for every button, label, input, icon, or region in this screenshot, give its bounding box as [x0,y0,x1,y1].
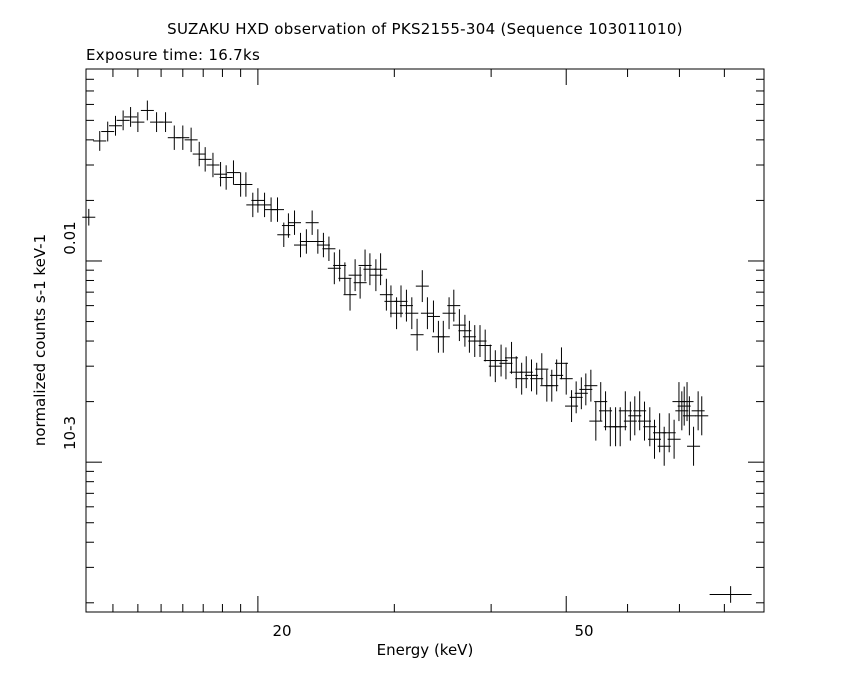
data-point [184,127,198,153]
data-point [93,131,107,151]
data-point [192,141,206,167]
data-point [288,210,302,235]
data-point [559,362,573,395]
data-point [305,210,319,235]
data-point [691,391,705,431]
data-point [124,107,138,127]
data-point [333,249,347,282]
data-point [680,382,694,422]
data-point [251,188,265,213]
data-point [353,266,367,299]
data-point [633,391,647,431]
data-point [159,112,173,133]
data-point [584,369,598,402]
data-point [447,289,461,322]
data-point [452,309,466,342]
data-point [410,318,424,351]
x-tick-label-20: 20 [272,622,291,640]
data-point [488,350,502,383]
data-points [82,100,752,603]
data-point [662,413,676,453]
x-axis-label: Energy (keV) [377,641,474,659]
y-axis-label: normalized counts s-1 keV-1 [31,234,49,446]
data-point [219,165,233,190]
data-point [348,259,362,292]
data-point [374,253,388,286]
data-point [415,270,429,303]
data-point [399,289,413,322]
data-point [116,110,130,131]
data-point [569,381,583,414]
data-point [140,100,154,121]
y-tick-label-1e-3: 10-3 [61,416,79,450]
data-point [519,356,533,389]
data-point [226,160,240,185]
data-point [322,236,336,261]
data-point [258,192,272,218]
data-point [535,353,549,386]
data-point [525,359,539,392]
data-point [281,213,295,238]
axis-ticks [86,68,765,612]
data-point [667,419,681,459]
data-point [613,407,627,447]
data-point [82,208,96,226]
data-point [327,252,341,285]
data-point [316,232,330,258]
data-point [206,152,220,178]
data-point [246,192,260,218]
data-point [530,362,544,395]
data-point [499,347,513,380]
data-point [436,320,450,353]
data-point [494,344,508,377]
chart-title: SUZAKU HXD observation of PKS2155-304 (S… [167,20,683,38]
data-point [478,329,492,362]
y-tick-label-0.01: 0.01 [61,221,79,254]
data-point [338,262,352,295]
data-point [638,401,652,441]
data-point [394,285,408,318]
data-point [358,249,372,282]
data-point [426,300,440,333]
data-point [675,391,689,431]
data-point [420,297,434,330]
data-point [682,396,696,436]
data-point [239,172,253,197]
data-point [311,229,325,254]
data-point [294,232,307,258]
data-point [405,297,419,330]
data-point [579,373,593,406]
data-point [589,401,603,441]
data-point [695,396,709,436]
data-point [176,125,190,150]
data-point [473,325,487,357]
data-point [198,147,212,172]
data-point [628,396,642,436]
data-point [270,197,284,222]
data-point [647,419,661,459]
data-point [618,391,632,431]
plot-frame [85,68,765,613]
data-point [101,121,115,142]
data-point [131,112,145,133]
data-point [214,161,228,187]
data-point [677,386,691,426]
chart-subtitle: Exposure time: 16.7ks [86,46,261,64]
data-point [709,586,752,603]
data-point [109,115,123,136]
data-point [687,426,701,466]
data-point [299,229,313,254]
data-point [343,278,357,311]
data-point [462,320,476,353]
x-tick-label-50: 50 [574,622,593,640]
